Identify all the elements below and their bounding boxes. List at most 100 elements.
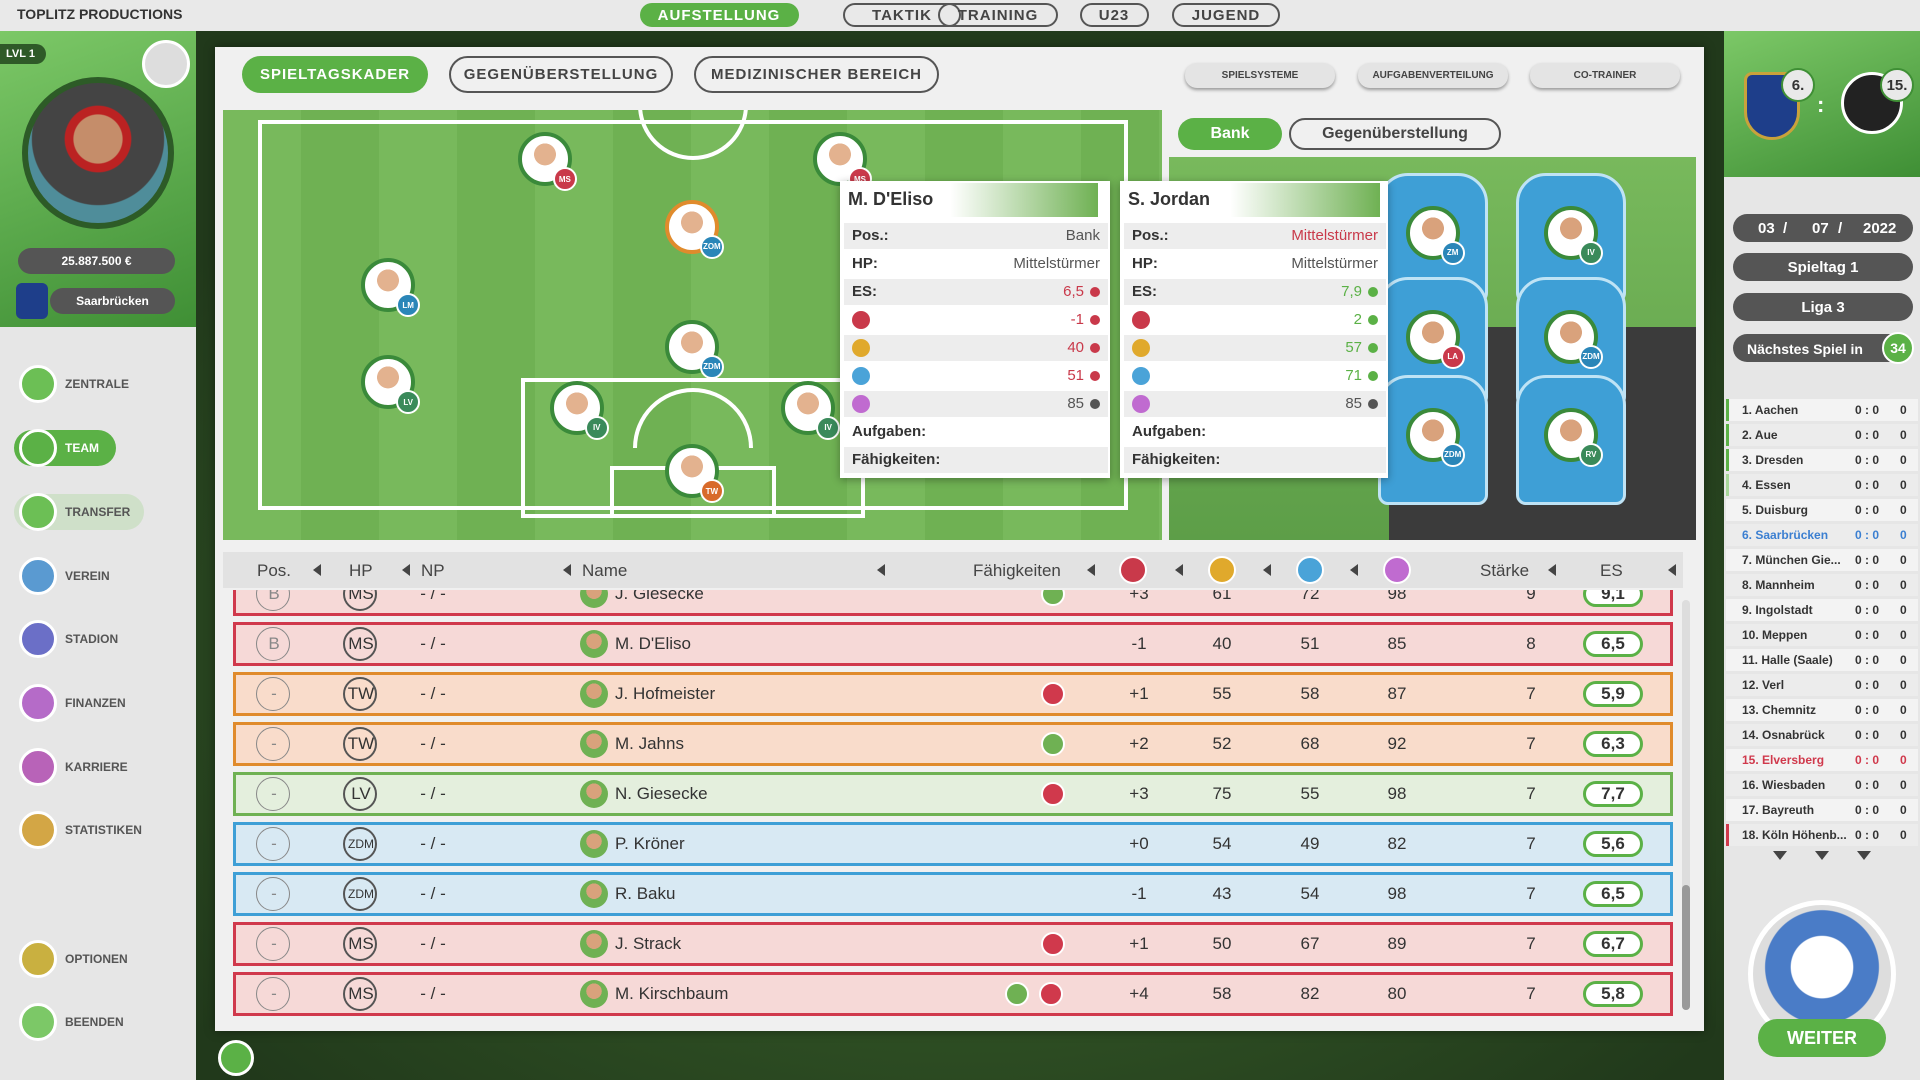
scrollbar-thumb[interactable] xyxy=(1682,885,1690,1010)
card-value: 57 xyxy=(1345,339,1362,356)
standing-team: 8. Mannheim xyxy=(1742,578,1815,592)
menu-item[interactable]: STATISTIKEN xyxy=(65,823,142,837)
sort-arrow[interactable] xyxy=(1668,564,1676,576)
column-header[interactable]: ES xyxy=(1600,561,1623,580)
desk-icon[interactable] xyxy=(142,40,190,88)
sort-arrow[interactable] xyxy=(402,564,410,576)
menu-item[interactable]: OPTIONEN xyxy=(65,952,128,966)
sort-arrow[interactable] xyxy=(877,564,885,576)
menu-icon[interactable] xyxy=(19,748,57,786)
player-row[interactable] xyxy=(233,590,1673,616)
stat-cell: 7 xyxy=(1526,734,1536,753)
menu-item[interactable]: TRANSFER xyxy=(65,505,131,519)
player-row[interactable] xyxy=(233,822,1673,866)
date-part: / xyxy=(1783,220,1788,237)
stat-cell: -1 xyxy=(1131,634,1147,653)
menu-item[interactable]: FINANZEN xyxy=(65,696,126,710)
column-header[interactable]: Pos. xyxy=(257,561,292,580)
menu-icon[interactable] xyxy=(19,620,57,658)
stat-cell: 7 xyxy=(1526,984,1536,1003)
tool-button[interactable]: SPIELSYSTEME xyxy=(1185,63,1335,88)
player-name: P. Kröner xyxy=(615,834,685,853)
menu-item[interactable]: STADION xyxy=(65,632,119,646)
menu-icon[interactable] xyxy=(19,684,57,722)
card-value: 71 xyxy=(1345,367,1362,384)
player-token[interactable] xyxy=(361,258,416,313)
player-row[interactable] xyxy=(233,622,1673,666)
standing-team: 16. Wiesbaden xyxy=(1742,778,1826,792)
stat-cell: 51 xyxy=(1300,634,1320,653)
es-cell: 5,8 xyxy=(1601,984,1625,1003)
menu-icon[interactable] xyxy=(19,429,57,467)
skill-icon xyxy=(1005,982,1029,1006)
player-token[interactable] xyxy=(1544,407,1599,462)
sort-arrow[interactable] xyxy=(563,564,571,576)
top-tab[interactable]: TAKTIK xyxy=(843,3,961,27)
scroll-arrow[interactable] xyxy=(1773,851,1787,860)
np-cell: - / - xyxy=(420,684,446,703)
sort-arrow[interactable] xyxy=(1548,564,1556,576)
menu-item[interactable]: TEAM xyxy=(65,441,99,455)
sort-arrow[interactable] xyxy=(1350,564,1358,576)
tool-button[interactable]: AUFGABENVERTEILUNG xyxy=(1358,63,1508,88)
np-cell: - / - xyxy=(420,984,446,1003)
hp-cell: MS xyxy=(348,590,374,603)
column-header[interactable]: Stärke xyxy=(1480,561,1530,580)
top-tab[interactable]: JUGEND xyxy=(1172,3,1280,27)
sort-arrow[interactable] xyxy=(313,564,321,576)
top-tab[interactable]: U23 xyxy=(1079,3,1149,27)
standing-points: 0 xyxy=(1900,653,1907,667)
menu-item[interactable]: BEENDEN xyxy=(65,1015,124,1029)
money: 25.887.500 € xyxy=(18,248,175,274)
player-row[interactable] xyxy=(233,872,1673,916)
scroll-arrow[interactable] xyxy=(1857,851,1871,860)
continue-button[interactable]: WEITER xyxy=(1758,1019,1886,1057)
stat-cell: 55 xyxy=(1212,684,1232,703)
trend-dot xyxy=(1090,343,1100,353)
menu-icon[interactable] xyxy=(19,811,57,849)
stat-cell: 72 xyxy=(1300,590,1320,603)
player-token[interactable] xyxy=(1405,309,1460,364)
card-label: Aufgaben: xyxy=(852,423,927,440)
skill-icon xyxy=(1041,682,1065,706)
menu-icon[interactable] xyxy=(19,1003,57,1041)
bench-tab[interactable]: Bank xyxy=(1178,118,1282,150)
standing-row xyxy=(1726,574,1918,596)
player-row[interactable] xyxy=(233,922,1673,966)
player-token[interactable] xyxy=(517,132,572,187)
menu-icon[interactable] xyxy=(19,557,57,595)
player-row[interactable] xyxy=(233,722,1673,766)
trend-dot xyxy=(1368,315,1378,325)
standing-score: 0 : 0 xyxy=(1855,678,1880,692)
menu-icon[interactable] xyxy=(19,365,57,403)
tool-button[interactable]: CO-TRAINER xyxy=(1530,63,1680,88)
pos-circle xyxy=(256,777,290,811)
menu-item[interactable]: ZENTRALE xyxy=(65,377,129,391)
card-row xyxy=(1124,251,1386,277)
player-row[interactable] xyxy=(233,672,1673,716)
player-row[interactable] xyxy=(233,772,1673,816)
position-badge: IV xyxy=(816,415,841,440)
sort-arrow[interactable] xyxy=(1087,564,1095,576)
bench-tab[interactable]: Gegenüberstellung xyxy=(1289,118,1501,150)
column-header[interactable]: NP xyxy=(421,561,445,580)
top-tab[interactable]: TRAINING xyxy=(938,3,1058,27)
menu-item[interactable]: VEREIN xyxy=(65,569,110,583)
sub-tab[interactable]: SPIELTAGSKADER xyxy=(242,56,428,93)
sub-tab[interactable]: MEDIZINISCHER BEREICH xyxy=(694,56,939,93)
sort-arrow[interactable] xyxy=(1263,564,1271,576)
sub-tab[interactable]: GEGENÜBERSTELLUNG xyxy=(449,56,673,93)
player-row[interactable] xyxy=(233,972,1673,1016)
column-header[interactable]: Fähigkeiten xyxy=(973,561,1061,580)
top-tab[interactable]: AUFSTELLUNG xyxy=(639,3,799,27)
sort-arrow[interactable] xyxy=(1175,564,1183,576)
menu-icon[interactable] xyxy=(19,493,57,531)
scroll-arrow[interactable] xyxy=(1815,851,1829,860)
column-header[interactable]: Name xyxy=(582,561,628,580)
player-avatar xyxy=(580,780,608,808)
help-button[interactable] xyxy=(218,1040,254,1076)
menu-icon[interactable] xyxy=(19,940,57,978)
column-header[interactable]: HP xyxy=(349,561,373,580)
menu-item[interactable]: KARRIERE xyxy=(65,760,128,774)
pos-circle xyxy=(256,827,290,861)
